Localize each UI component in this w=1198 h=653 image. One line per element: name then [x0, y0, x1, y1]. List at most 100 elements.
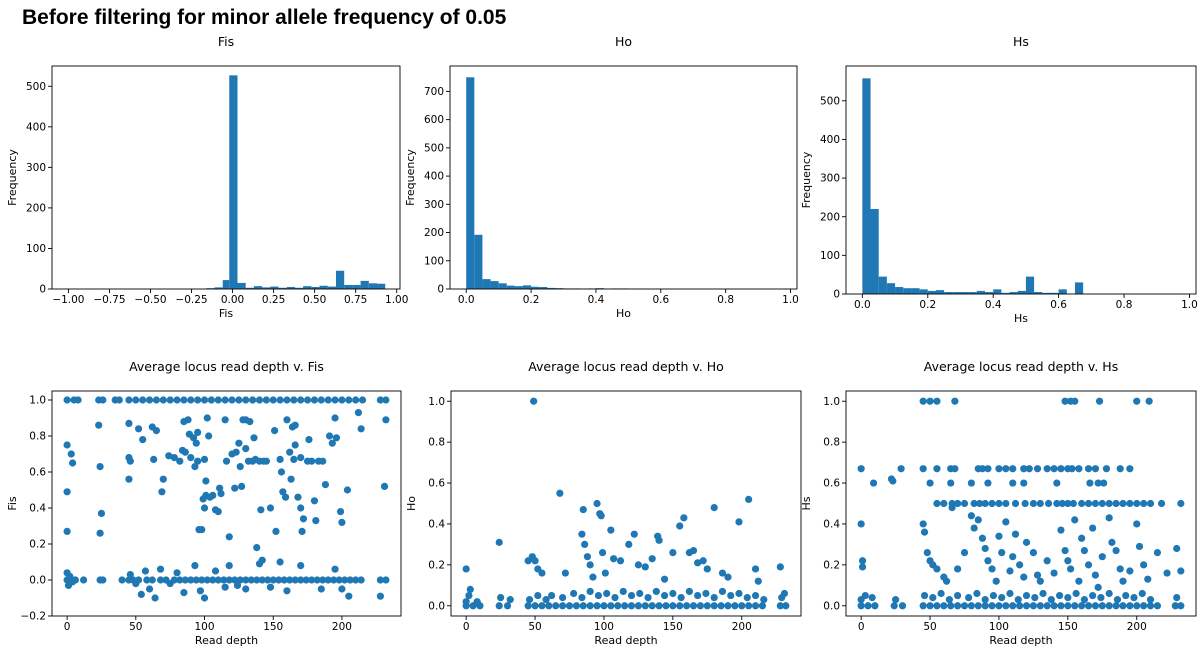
scatter-point	[1039, 589, 1047, 598]
scatter-point	[132, 396, 140, 404]
scatter-point	[225, 562, 233, 570]
x-axis-label: Hs	[1014, 312, 1028, 325]
scatter-point	[330, 576, 338, 584]
scatter-point	[683, 602, 691, 610]
scatter-point	[738, 602, 746, 610]
scatter-point	[1130, 593, 1138, 602]
ho-hist-panel: 0.0 0.2 0.4 0.6 0.8 1.0 0 100 200 300 400 500 600 700…	[404, 34, 799, 320]
scatter-point	[724, 602, 732, 610]
scatter-point	[565, 602, 574, 610]
y-tick-label: 0.6	[29, 467, 46, 479]
histogram-bar	[886, 283, 896, 294]
scatter-point	[960, 499, 969, 508]
scatter-point	[145, 585, 154, 593]
histogram-bar	[222, 280, 230, 289]
scatter-point	[1064, 593, 1072, 602]
scatter-point	[382, 576, 390, 584]
scatter-point	[751, 602, 760, 610]
scatter-point	[242, 396, 250, 404]
scatter-point	[1102, 465, 1111, 473]
scatter-point	[926, 479, 934, 487]
scatter-point	[1002, 465, 1010, 473]
histogram-bar	[506, 285, 515, 289]
x-tick-label: 0.8	[1116, 299, 1133, 311]
scatter-point	[776, 563, 784, 571]
scatter-point	[998, 548, 1006, 557]
scatter-point	[988, 499, 996, 508]
scatter-point	[1138, 589, 1146, 598]
scatter-point	[995, 532, 1003, 540]
scatter-point	[1153, 602, 1162, 610]
scatter-point	[63, 441, 71, 449]
scatter-point	[115, 396, 123, 404]
scatter-point	[264, 576, 272, 584]
scatter-point	[601, 569, 609, 577]
scatter-point	[611, 593, 619, 602]
scatter-point	[702, 589, 710, 598]
scatter-point	[150, 455, 158, 463]
scatter-point	[69, 578, 77, 586]
scatter-point	[1029, 548, 1037, 557]
scatter-point	[1055, 591, 1064, 600]
scatter-point	[203, 576, 211, 584]
histogram-bar	[968, 292, 977, 294]
scatter-point	[1064, 602, 1072, 610]
scatter-point	[297, 396, 305, 404]
y-tick-label: 100	[26, 243, 46, 255]
scatter-point	[258, 556, 266, 564]
scatter-point	[974, 516, 982, 524]
histogram-bar	[294, 287, 304, 289]
scatter-point	[1050, 465, 1058, 473]
y-tick-label: 0.4	[823, 519, 840, 531]
scatter-point	[1044, 499, 1053, 508]
scatter-point	[919, 602, 927, 610]
y-tick-label: −0.2	[21, 611, 47, 623]
scatter-point	[995, 602, 1003, 610]
scatter-point	[718, 569, 727, 577]
scatter-point	[1177, 567, 1185, 575]
scatter-point	[173, 396, 181, 404]
scatter-point	[1146, 602, 1155, 610]
scatter-point	[165, 452, 173, 460]
scatter-point	[942, 577, 951, 585]
scatter-point	[235, 396, 243, 404]
scatter-point	[1068, 465, 1076, 473]
x-tick-label: −0.50	[134, 294, 166, 306]
scatter-point	[132, 580, 140, 588]
scatter-point	[125, 419, 133, 427]
scatter-point	[321, 481, 330, 489]
scatter-point	[616, 557, 625, 565]
scatter-point	[1071, 397, 1079, 405]
scatter-point	[354, 409, 363, 417]
scatter-point	[232, 448, 240, 456]
x-tick-label: 100	[989, 621, 1009, 633]
histogram-bar	[311, 286, 320, 289]
x-tick-label: 0.2	[523, 294, 540, 306]
hs-hist-panel: 0.0 0.2 0.4 0.6 0.8 1.0 0 100 200 300 400 500 Hs Hs Fr…	[800, 34, 1198, 325]
y-tick-label: 300	[424, 199, 444, 211]
x-tick-label: 0.6	[1050, 299, 1067, 311]
scatter-point	[1011, 499, 1020, 508]
scatter-point	[294, 493, 302, 501]
scatter-point	[978, 465, 987, 473]
scatter-point	[920, 528, 929, 536]
scatter-point	[303, 396, 312, 404]
scatter-point	[1157, 499, 1166, 508]
scatter-point	[1064, 499, 1072, 508]
histogram-bar	[327, 286, 336, 289]
scatter-point	[940, 499, 948, 508]
scatter-point	[269, 576, 277, 584]
scatter-point	[277, 468, 286, 476]
scatter-point	[221, 396, 229, 404]
scatter-point	[283, 396, 291, 404]
scatter-point	[352, 396, 360, 404]
scatter-point	[1105, 589, 1113, 598]
scatter-point	[336, 508, 345, 516]
scatter-point	[1033, 571, 1042, 579]
scatter-point	[621, 602, 629, 610]
scatter-point	[525, 596, 534, 604]
scatter-point	[858, 563, 867, 571]
scatter-point	[758, 602, 767, 610]
y-axis-label: Frequency	[6, 149, 19, 206]
scatter-point	[981, 499, 989, 508]
